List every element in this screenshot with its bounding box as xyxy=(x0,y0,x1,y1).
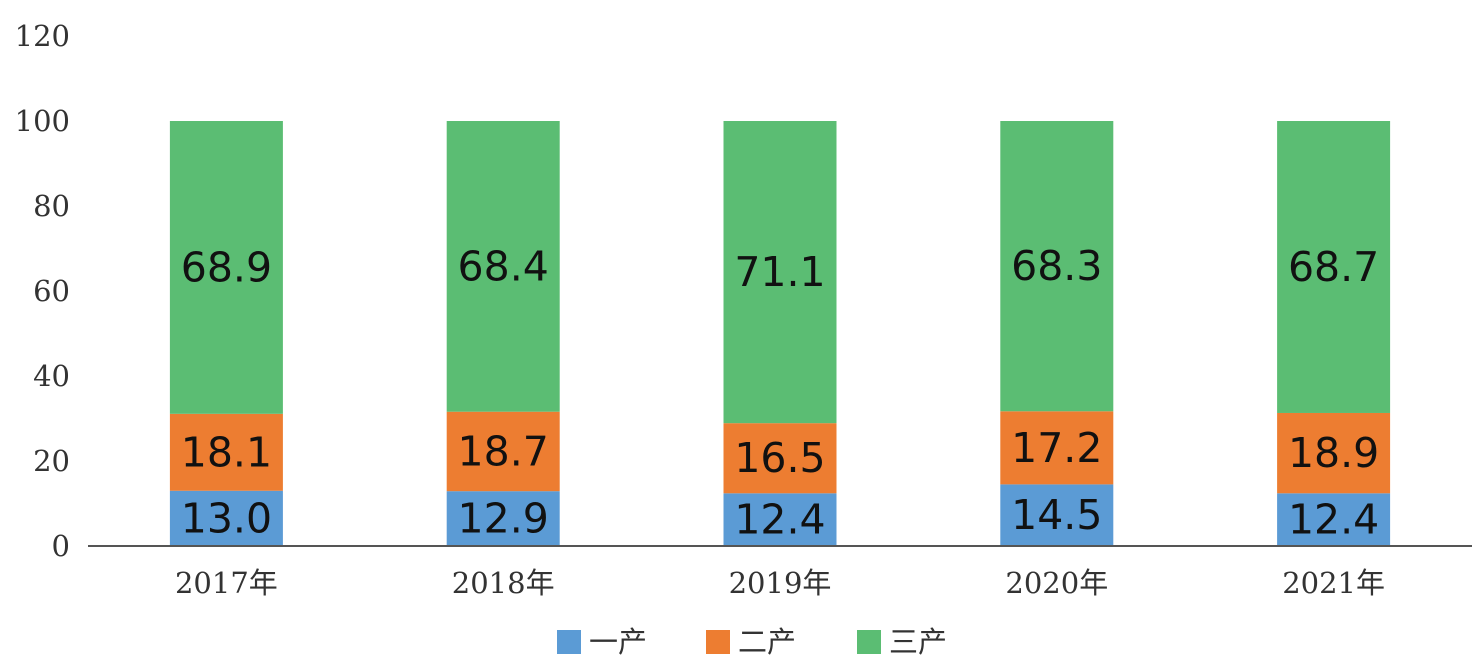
x-tick-label: 2020年 xyxy=(1005,566,1108,600)
bar-segment-2 xyxy=(446,411,560,492)
y-tick-label: 80 xyxy=(33,189,70,223)
data-label: 14.5 xyxy=(1011,491,1102,539)
data-label: 12.9 xyxy=(458,495,549,543)
bar-segment-3 xyxy=(1277,121,1391,413)
legend-swatch xyxy=(857,630,881,654)
legend-swatch xyxy=(706,630,730,654)
bar-segment-1 xyxy=(1000,484,1114,546)
data-label: 68.4 xyxy=(458,242,549,290)
data-label: 18.7 xyxy=(458,427,549,475)
data-label: 12.4 xyxy=(1288,496,1379,544)
bar-segment-1 xyxy=(169,490,283,546)
bar-segment-3 xyxy=(723,121,837,424)
data-label: 18.1 xyxy=(181,428,272,476)
x-tick-label: 2021年 xyxy=(1282,566,1385,600)
x-tick-label: 2019年 xyxy=(729,566,832,600)
data-label: 68.7 xyxy=(1288,243,1379,291)
legend-swatch xyxy=(557,630,581,654)
x-tick-label: 2018年 xyxy=(452,566,555,600)
bar-segment-1 xyxy=(1277,493,1391,546)
data-label: 12.4 xyxy=(734,496,825,544)
bar-segment-2 xyxy=(723,423,837,494)
x-tick-label: 2017年 xyxy=(175,566,278,600)
y-tick-label: 120 xyxy=(15,19,70,53)
data-label: 68.3 xyxy=(1011,242,1102,290)
data-label: 71.1 xyxy=(734,248,825,296)
y-tick-label: 20 xyxy=(33,444,70,478)
data-label: 17.2 xyxy=(1011,424,1102,472)
data-label: 68.9 xyxy=(181,243,272,291)
data-label: 16.5 xyxy=(734,434,825,482)
bar-segment-3 xyxy=(446,121,560,412)
bar-segment-3 xyxy=(1000,121,1114,412)
bar-segment-1 xyxy=(446,491,560,546)
legend-label: 二产 xyxy=(738,625,796,659)
bar-segment-1 xyxy=(723,493,837,546)
legend-label: 一产 xyxy=(589,625,647,659)
bar-segment-2 xyxy=(1277,412,1391,494)
y-tick-label: 100 xyxy=(15,104,70,138)
bar-segment-3 xyxy=(169,121,283,414)
y-tick-label: 40 xyxy=(33,359,70,393)
y-tick-label: 60 xyxy=(33,274,70,308)
data-label: 13.0 xyxy=(181,494,272,542)
bar-segment-2 xyxy=(169,413,283,491)
y-tick-label: 0 xyxy=(52,529,70,563)
bar-segment-2 xyxy=(1000,411,1114,485)
legend-label: 三产 xyxy=(889,625,947,659)
data-label: 18.9 xyxy=(1288,429,1379,477)
